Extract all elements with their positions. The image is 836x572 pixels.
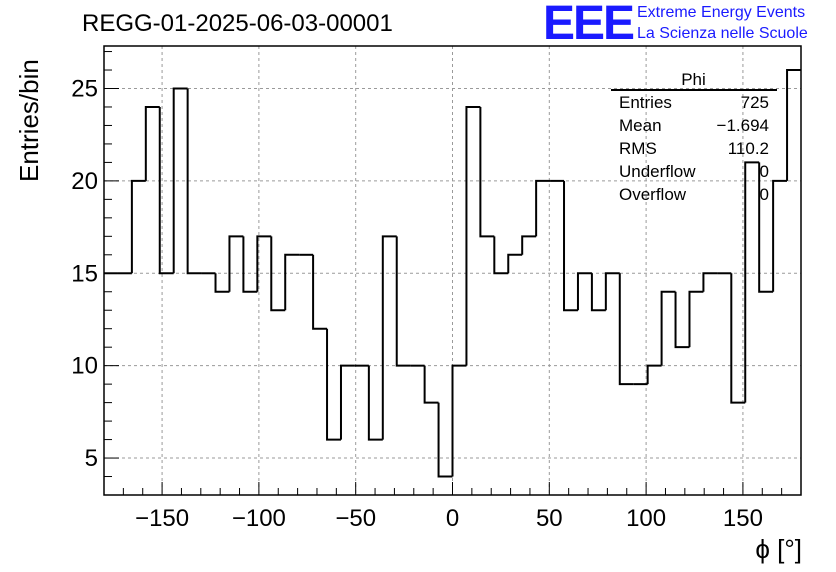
histogram-bin: [688, 290, 704, 348]
x-tick-label: −50: [335, 505, 376, 532]
histogram-bin: [702, 272, 718, 292]
histogram-bin: [326, 328, 341, 441]
histogram-bin: [214, 273, 230, 293]
stats-key: Mean: [619, 116, 662, 135]
histogram-bin: [758, 162, 774, 293]
stats-key: Underflow: [619, 162, 696, 181]
stats-value: 110.2: [727, 139, 769, 158]
x-axis-label: ϕ [°]: [755, 534, 802, 564]
histogram-bin: [381, 235, 397, 440]
stats-box-rule: [611, 89, 777, 91]
histogram-bin: [563, 180, 578, 312]
y-tick-label: 10: [71, 353, 98, 380]
stats-box-title: Phi: [681, 70, 706, 89]
histogram-bin: [535, 179, 551, 237]
stats-value: 0: [759, 162, 769, 181]
stats-value: 725: [740, 93, 769, 112]
histogram-bin: [646, 364, 662, 385]
histogram-bin: [674, 291, 690, 349]
x-tick-label: −100: [232, 505, 286, 532]
stats-key: Entries: [619, 93, 672, 112]
stats-key: Overflow: [619, 185, 687, 204]
histogram-bin: [395, 236, 411, 367]
logo-line-1: Extreme Energy Events: [637, 4, 806, 21]
histogram-bin: [130, 179, 146, 274]
x-tick-label: 150: [723, 505, 763, 532]
histogram-bin: [312, 254, 328, 330]
histogram-bin: [284, 253, 300, 311]
histogram-bin: [576, 272, 592, 311]
histogram-bin: [451, 364, 467, 477]
histogram-bin: [158, 106, 174, 275]
y-tick-label: 5: [85, 445, 98, 472]
histogram-bin: [437, 402, 453, 478]
histogram-bin: [786, 69, 801, 181]
stats-key: RMS: [619, 139, 657, 158]
chart-title: REGG-01-2025-06-03-00001: [82, 10, 393, 37]
histogram-bin: [339, 364, 355, 440]
histogram-bin: [590, 273, 606, 312]
histogram-bin: [730, 273, 746, 404]
histogram-bin: [186, 88, 202, 275]
histogram-bin: [423, 365, 439, 404]
logo-line-2: La Scienza nelle Scuole: [637, 25, 808, 42]
x-tick-label: 0: [446, 505, 459, 532]
histogram-bin: [172, 87, 188, 274]
histogram-bin: [618, 273, 634, 386]
x-tick-label: 50: [536, 505, 563, 532]
histogram-bin: [604, 272, 620, 311]
y-tick-label: 20: [71, 168, 98, 195]
histogram-bin: [507, 253, 523, 274]
histogram-bin: [144, 105, 160, 181]
histogram-bin: [465, 105, 481, 366]
x-tick-label: 100: [626, 505, 666, 532]
eee-logo: EEE: [543, 0, 635, 50]
x-tick-label: −150: [135, 505, 189, 532]
histogram-bin: [772, 179, 788, 292]
histogram-bin: [493, 236, 509, 275]
stats-value: −1.694: [716, 116, 769, 135]
y-tick-label: 15: [71, 260, 98, 287]
histogram-bin: [660, 290, 676, 366]
histogram-bin: [744, 161, 760, 403]
histogram-bin: [270, 236, 286, 312]
y-axis-label: Entries/bin: [14, 59, 44, 182]
histogram-bin: [228, 235, 244, 292]
y-tick-label: 25: [71, 75, 98, 102]
stats-value: 0: [759, 185, 769, 204]
histogram-bin: [479, 106, 495, 238]
histogram-bin: [367, 365, 383, 441]
histogram-bin: [256, 235, 272, 292]
histogram-bin: [242, 236, 258, 293]
histogram-bin: [521, 235, 537, 255]
